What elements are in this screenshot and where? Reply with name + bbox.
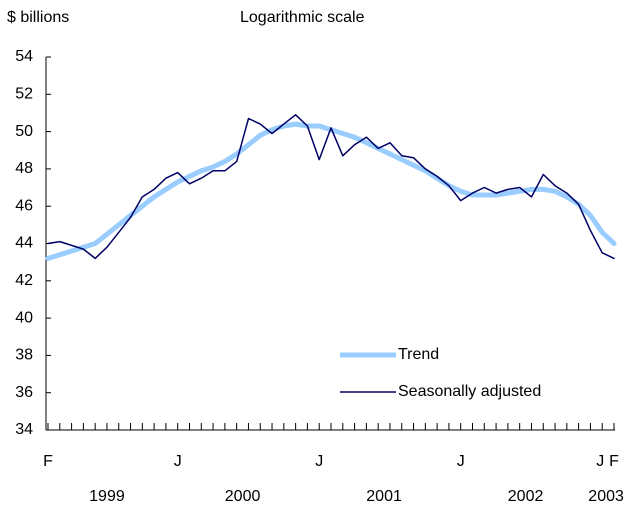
legend-label: Seasonally adjusted (398, 383, 541, 400)
y-tick-label: 50 (15, 123, 33, 140)
y-tick-label: 44 (15, 235, 33, 252)
legend-label: Trend (398, 346, 439, 363)
year-label: 2002 (508, 488, 544, 505)
y-tick-label: 40 (15, 309, 33, 326)
x-tick-label: J (457, 453, 465, 470)
x-tick-label: J (174, 453, 182, 470)
x-tick-label: F (43, 453, 53, 470)
series-line (45, 121, 617, 261)
year-label: 2000 (225, 488, 261, 505)
year-label: 2003 (588, 488, 624, 505)
x-tick-label: J (596, 453, 604, 470)
x-tick-label: F (609, 453, 619, 470)
y-tick-label: 34 (15, 421, 33, 438)
subtitle: Logarithmic scale (240, 9, 365, 26)
y-tick-label: 42 (15, 272, 33, 289)
y-tick-label: 54 (15, 48, 33, 65)
year-label: 2001 (366, 488, 402, 505)
x-tick-label: J (315, 453, 323, 470)
y-tick-label: 48 (15, 160, 33, 177)
y-tick-label: 36 (15, 384, 33, 401)
y-tick-label: 38 (15, 347, 33, 364)
y-axis-label: $ billions (7, 9, 69, 26)
y-tick-label: 52 (15, 86, 33, 103)
series-line (47, 114, 615, 260)
year-label: 1999 (89, 488, 125, 505)
y-tick-label: 46 (15, 197, 33, 214)
